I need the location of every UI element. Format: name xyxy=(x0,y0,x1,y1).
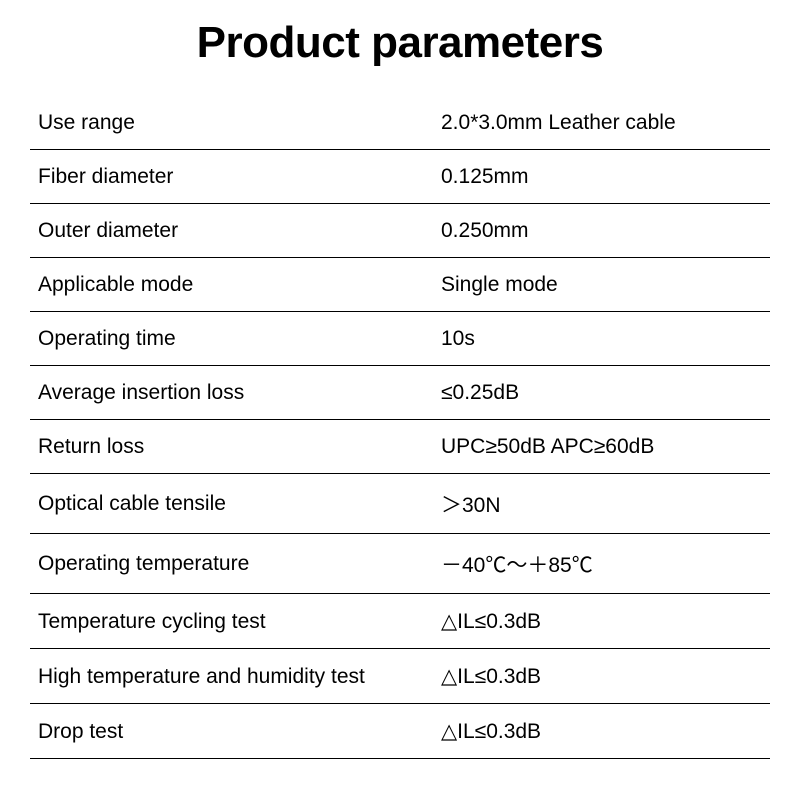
param-label: Use range xyxy=(30,96,437,150)
param-label: Return loss xyxy=(30,420,437,474)
param-value: △IL≤0.3dB xyxy=(437,594,770,649)
param-value: 0.125mm xyxy=(437,150,770,204)
param-label: Operating temperature xyxy=(30,534,437,594)
table-row: Optical cable tensile ＞30N xyxy=(30,474,770,534)
param-label: Outer diameter xyxy=(30,204,437,258)
param-label: Fiber diameter xyxy=(30,150,437,204)
table-row: Operating temperature －40℃～＋85℃ xyxy=(30,534,770,594)
table-row: High temperature and humidity test △IL≤0… xyxy=(30,649,770,704)
param-label: Operating time xyxy=(30,312,437,366)
param-value: 2.0*3.0mm Leather cable xyxy=(437,96,770,150)
param-value: △IL≤0.3dB xyxy=(437,704,770,759)
parameters-table-body: Use range 2.0*3.0mm Leather cable Fiber … xyxy=(30,96,770,759)
param-label: Drop test xyxy=(30,704,437,759)
table-row: Temperature cycling test △IL≤0.3dB xyxy=(30,594,770,649)
param-value: ≤0.25dB xyxy=(437,366,770,420)
page-title: Product parameters xyxy=(30,18,770,68)
param-label: Applicable mode xyxy=(30,258,437,312)
param-value: Single mode xyxy=(437,258,770,312)
table-row: Average insertion loss ≤0.25dB xyxy=(30,366,770,420)
page-container: Product parameters Use range 2.0*3.0mm L… xyxy=(0,0,800,759)
param-value: △IL≤0.3dB xyxy=(437,649,770,704)
table-row: Return loss UPC≥50dB APC≥60dB xyxy=(30,420,770,474)
table-row: Outer diameter 0.250mm xyxy=(30,204,770,258)
param-value: UPC≥50dB APC≥60dB xyxy=(437,420,770,474)
param-label: Average insertion loss xyxy=(30,366,437,420)
table-row: Drop test △IL≤0.3dB xyxy=(30,704,770,759)
parameters-table: Use range 2.0*3.0mm Leather cable Fiber … xyxy=(30,96,770,759)
param-label: High temperature and humidity test xyxy=(30,649,437,704)
table-row: Use range 2.0*3.0mm Leather cable xyxy=(30,96,770,150)
param-value: －40℃～＋85℃ xyxy=(437,534,770,594)
param-value: 0.250mm xyxy=(437,204,770,258)
param-value: 10s xyxy=(437,312,770,366)
param-label: Optical cable tensile xyxy=(30,474,437,534)
table-row: Operating time 10s xyxy=(30,312,770,366)
param-value: ＞30N xyxy=(437,474,770,534)
table-row: Applicable mode Single mode xyxy=(30,258,770,312)
param-label: Temperature cycling test xyxy=(30,594,437,649)
table-row: Fiber diameter 0.125mm xyxy=(30,150,770,204)
